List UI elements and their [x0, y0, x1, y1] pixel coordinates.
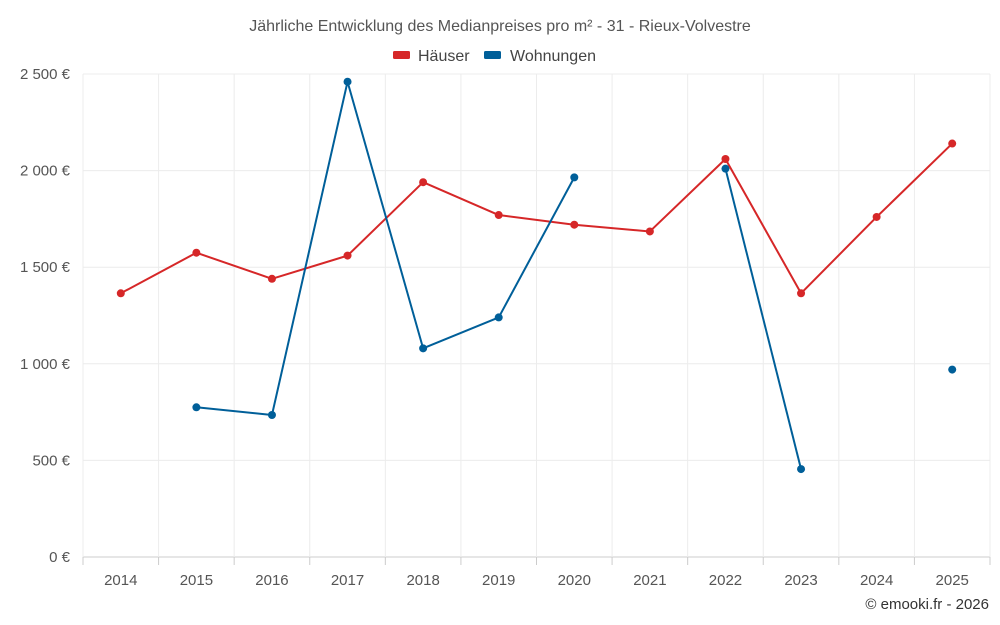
data-point[interactable] [721, 155, 730, 164]
data-point[interactable] [948, 365, 957, 374]
data-point[interactable] [267, 274, 276, 283]
y-tick-label: 2 500 € [20, 66, 71, 83]
x-axis: 2014 2015 2016 2017 2018 2019 2020 2021 2022 2023… [104, 572, 969, 589]
data-point[interactable] [116, 289, 125, 298]
data-point[interactable] [343, 251, 352, 260]
data-point[interactable] [948, 139, 957, 148]
data-point[interactable] [494, 313, 503, 322]
y-axis: 0 € 500 € 1 000 € 1 500 € 2 000 € 2 500 € [20, 66, 71, 566]
data-point[interactable] [872, 212, 881, 221]
x-tick-label: 2024 [860, 572, 893, 589]
legend-swatch [484, 51, 501, 59]
series-group [116, 77, 957, 474]
x-tick-label: 2018 [406, 572, 439, 589]
y-tick-label: 1 000 € [20, 356, 71, 373]
grid [82, 73, 991, 565]
y-tick-label: 500 € [32, 452, 70, 469]
chart-title: Jährliche Entwicklung des Medianpreises … [249, 18, 751, 35]
data-point[interactable] [192, 403, 201, 412]
y-tick-label: 1 500 € [20, 259, 71, 276]
y-tick-label: 2 000 € [20, 163, 71, 180]
series-line [120, 142, 953, 295]
x-tick-label: 2019 [482, 572, 515, 589]
data-point[interactable] [343, 77, 352, 86]
data-point[interactable] [570, 173, 579, 182]
data-point[interactable] [797, 465, 806, 474]
x-tick-label: 2020 [558, 572, 591, 589]
data-point[interactable] [645, 227, 654, 236]
data-point[interactable] [267, 410, 276, 419]
legend-swatch [393, 51, 410, 59]
x-tick-label: 2017 [331, 572, 364, 589]
series-Häuser [116, 139, 957, 298]
x-tick-label: 2022 [709, 572, 742, 589]
legend: Häuser Wohnungen [393, 48, 596, 65]
series-Wohnungen [192, 77, 957, 474]
x-tick-label: 2016 [255, 572, 288, 589]
legend-label[interactable]: Häuser [418, 48, 470, 65]
data-point[interactable] [570, 220, 579, 229]
x-tick-label: 2021 [633, 572, 666, 589]
data-point[interactable] [494, 211, 503, 220]
data-point[interactable] [419, 344, 428, 353]
x-tick-label: 2014 [104, 572, 137, 589]
x-tick-label: 2025 [936, 572, 969, 589]
data-point[interactable] [721, 164, 730, 173]
credit-text: © emooki.fr - 2026 [865, 596, 989, 613]
data-point[interactable] [797, 289, 806, 298]
x-tick-label: 2015 [180, 572, 213, 589]
data-point[interactable] [192, 248, 201, 257]
y-tick-label: 0 € [49, 549, 71, 566]
x-tick-label: 2023 [784, 572, 817, 589]
series-line [196, 80, 576, 416]
series-line [724, 168, 803, 470]
data-point[interactable] [419, 178, 428, 187]
legend-label[interactable]: Wohnungen [510, 48, 596, 65]
